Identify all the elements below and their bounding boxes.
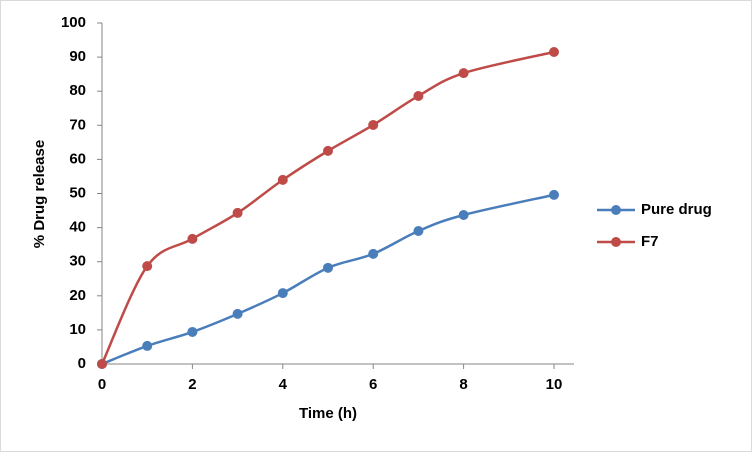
data-point: [458, 68, 469, 79]
y-tick-label: 0: [78, 355, 86, 372]
y-tick-label: 60: [69, 150, 86, 167]
y-tick-label: 80: [69, 82, 86, 99]
data-point: [277, 174, 288, 185]
y-tick-label: 50: [69, 184, 86, 201]
y-tick-label: 30: [69, 253, 86, 270]
x-tick-label: 6: [369, 376, 377, 393]
x-axis-label: Time (h): [299, 405, 357, 422]
x-tick-label: 10: [546, 376, 563, 393]
data-point: [413, 90, 424, 101]
data-point: [277, 288, 288, 299]
x-tick-label: 2: [188, 376, 196, 393]
data-point: [549, 46, 559, 57]
data-point: [368, 119, 379, 130]
y-tick-label: 10: [69, 321, 86, 338]
legend-label: F7: [641, 233, 659, 250]
x-tick-label: 0: [98, 376, 106, 393]
legend-marker: [611, 205, 621, 215]
y-tick-label: 70: [69, 116, 86, 133]
data-point: [232, 207, 243, 218]
data-point: [413, 226, 424, 237]
x-tick-label: 4: [279, 376, 288, 393]
y-axis-label: % Drug release: [31, 140, 48, 248]
data-point: [368, 248, 379, 259]
data-point: [549, 189, 559, 200]
data-point: [187, 233, 198, 244]
series-line: [100, 50, 555, 365]
x-tick-label: 8: [459, 376, 467, 393]
y-tick-label: 40: [69, 219, 86, 236]
legend-marker: [611, 237, 621, 247]
series-line: [101, 193, 555, 366]
y-tick-label: 90: [69, 48, 86, 65]
y-tick-label: 20: [69, 287, 86, 304]
data-point: [458, 209, 469, 220]
data-point: [232, 308, 243, 319]
y-tick-label: 100: [61, 14, 86, 31]
data-point: [97, 359, 107, 369]
data-point: [323, 145, 333, 156]
data-point: [142, 340, 153, 351]
data-point: [187, 326, 198, 337]
data-point: [323, 262, 333, 273]
data-point: [142, 261, 153, 272]
legend-label: Pure drug: [641, 201, 712, 218]
